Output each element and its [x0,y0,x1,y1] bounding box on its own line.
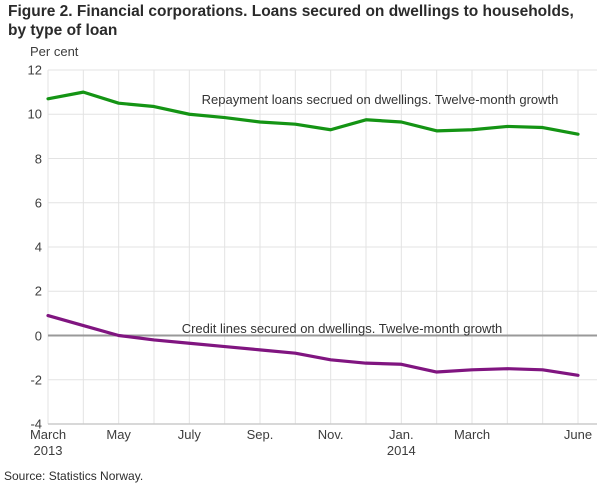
y-axis-title: Per cent [30,44,79,59]
figure-title-line2: by type of loan [8,22,118,39]
figure-title: Figure 2. Financial corporations. Loans … [8,2,574,40]
y-tick-label: 4 [34,239,42,255]
x-tick-text: July [177,427,201,442]
x-tick-label: Jan. 2014 [387,427,416,459]
x-tick-label: March [454,427,490,443]
y-tick-label: 12 [27,62,42,78]
x-tick-label: Nov. [318,427,344,443]
chart-canvas [46,69,597,425]
x-tick-subtext: 2014 [386,443,416,458]
x-tick-text: Jan. [389,427,414,442]
y-tick-label: -4 [30,416,42,432]
y-tick-label: 8 [34,151,42,166]
x-tick-label: May [106,427,131,443]
series-label-credit-lines: Credit lines secured on dwellings. Twelv… [181,321,503,336]
x-tick-label: June [564,427,592,443]
y-tick-label: 6 [34,195,42,211]
x-tick-label: March 2013 [30,427,66,459]
x-tick-label: Sep. [247,427,274,443]
y-tick-label: 10 [27,106,42,122]
x-tick-subtext: 2013 [33,443,63,458]
x-tick-text: May [106,427,131,442]
y-tick-label: 0 [34,328,42,343]
y-tick-label: 2 [34,283,42,299]
x-tick-text: Nov. [317,427,344,442]
x-tick-text: Sep. [246,427,274,442]
figure-title-line1: Figure 2. Financial corporations. Loans … [8,3,574,20]
x-tick-text: June [563,427,593,442]
x-tick-label: July [178,427,201,443]
source-note: Source: Statistics Norway. [4,469,144,483]
series-line-credit-lines [46,313,580,377]
series-line-repayment-loans [46,90,580,136]
x-tick-text: March [29,427,67,442]
x-tick-text: March [453,427,491,442]
series-label-repayment-loans: Repayment loans secrued on dwellings. Tw… [201,92,559,107]
y-tick-label: -2 [30,372,42,388]
